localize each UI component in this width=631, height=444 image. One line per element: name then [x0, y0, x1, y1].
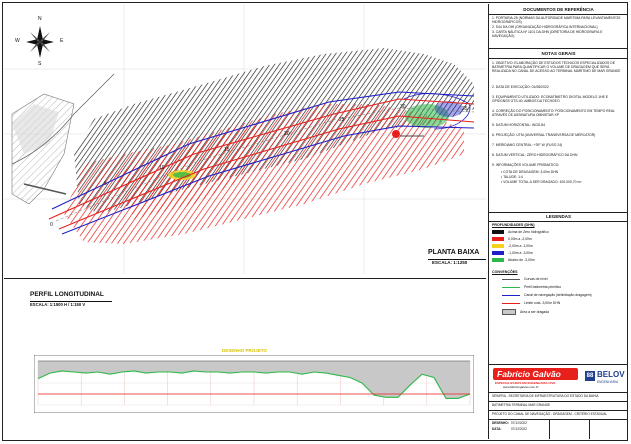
- legend-swatch: [492, 251, 504, 256]
- company-tagline: ESPECIALIZADOS EM ENGENHARIA CIVIL: [495, 381, 557, 385]
- station-label: 35: [462, 106, 468, 112]
- dredge-limit-line: [48, 98, 475, 220]
- depth-legend-item: 0,00m a -2,00m: [492, 237, 532, 242]
- station-label: 25: [339, 117, 345, 123]
- legend-label: 0,00m a -2,00m: [508, 237, 532, 241]
- drawing-value: 07/12/2022: [511, 421, 527, 425]
- belov-sub: ENGENHARIA: [597, 380, 619, 384]
- note-item: 5. DATUM HORIZONTAL: WGS-84: [492, 123, 545, 127]
- references-title: DOCUMENTOS DE REFERÊNCIA: [523, 7, 594, 12]
- notes-title: NOTAS GERAIS: [541, 51, 576, 56]
- profile-chart-title: DESENHO PROJETO: [222, 348, 267, 353]
- compass-north-label: N: [38, 16, 42, 22]
- station-label: 10: [159, 165, 165, 171]
- legend-label: -2,00m a -1,00m: [508, 244, 533, 248]
- title-row: PROJETO DO CANAL DE NAVEGAÇÃO - DRAGAGEM…: [492, 412, 608, 416]
- compass-west-label: W: [15, 38, 20, 44]
- note-item: 1. OBJETIVO: ELABORAÇÃO DE ESTUDOS TÉCNI…: [492, 61, 621, 73]
- depth-legend-item: -1,00m a -3,00m: [492, 251, 533, 256]
- legend-swatch: [502, 286, 520, 288]
- depth-legend: Acima de Zero hidrográfico 0,00m a -2,00m…: [492, 230, 626, 270]
- profile-title: PERFIL LONGITUDINAL: [30, 291, 104, 298]
- reference-item: 2. S44 DA OHI (ORGANIZAÇÃO HIDROGRÁFICA …: [492, 25, 598, 29]
- compass-rose-icon: [26, 26, 54, 58]
- legend-label: Perfil batimetria primitivo: [524, 285, 562, 289]
- plan-title-underline: [428, 259, 486, 260]
- belov-logo: 88 BELOV ENGENHARIA: [585, 370, 625, 384]
- note-item: 6. PROJEÇÃO: UTM (UNIVERSAL TRANSVERSA D…: [492, 133, 596, 137]
- legend-label: Área a ser dragada: [520, 309, 550, 314]
- section-divider: [4, 278, 486, 279]
- conventions-legend: Curvas de nível Perfil batimetria primiti…: [492, 277, 626, 327]
- note-item: 4. CORREÇÃO DO POSICIONAMENTO: POSICIONA…: [492, 109, 615, 117]
- right-panel: DOCUMENTOS DE REFERÊNCIA 1. PORTARIA-25 …: [488, 4, 628, 439]
- legend-swatch: [492, 237, 504, 242]
- note-item: 8. DATUM VERTICAL: ZERO HIDROGRÁFICO DA …: [492, 153, 578, 157]
- convention-legend-item: Canal de navegação (delimitação dragagem…: [502, 293, 592, 298]
- note-subitem: • TALUDE: 1:4: [501, 175, 523, 179]
- reference-item: 3. CARTA NÁUTICA Nº 1101 DA DHN (DIRETOR…: [492, 30, 603, 38]
- convention-legend-item: Perfil batimetria primitivo: [502, 285, 561, 290]
- profile-scale: ESCALA: 1:1500 H / 1:150 V: [30, 302, 86, 307]
- station-label: 0: [50, 222, 53, 228]
- convention-legend-item: Área a ser dragada: [502, 309, 550, 315]
- date-value: 07/12/2022: [511, 427, 527, 431]
- belov-name: BELOV: [597, 370, 625, 379]
- reference-item: 1. PORTARIA-25 (NORMAS DA AUTORIDADE MAR…: [492, 16, 621, 24]
- depth-legend-title: PROFUNDIDADES (DHN): [492, 223, 535, 227]
- date-label: DATA:: [492, 427, 502, 431]
- plan-title: PLANTA BAIXA: [428, 249, 480, 256]
- legend-label: Limite cota -3,00m DHN: [524, 301, 561, 305]
- depth-legend-item: -2,00m a -1,00m: [492, 244, 533, 249]
- legend-swatch: [492, 258, 504, 263]
- title-row: BATIMETRIA TERMINAL MAR GRANDE: [492, 403, 551, 407]
- station-label: 5: [104, 181, 107, 187]
- profile-chart: [34, 355, 474, 413]
- navigation-channel-line: [51, 91, 475, 210]
- drawing-label: DESENHO:: [492, 421, 509, 425]
- depth-legend-item: Acima de Zero hidrográfico: [492, 230, 549, 235]
- note-item: 7. MERIDIANO CENTRAL: +39° W (FUSO 24): [492, 143, 563, 147]
- note-item: 3. EQUIPAMENTO UTILIZADO: ECOBATÍMETRO D…: [492, 95, 609, 103]
- legend-swatch: [502, 278, 520, 280]
- legend-swatch: [502, 294, 520, 296]
- plan-view-map: 0 5 10 15 20 25 30 35: [4, 4, 486, 274]
- legend-title: LEGENDAS: [545, 214, 571, 219]
- legend-label: Acima de Zero hidrográfico: [508, 230, 549, 234]
- company-site: www.fabriciogalvao.com.br: [503, 385, 539, 389]
- legend-label: Canal de navegação (delimitação dragagem…: [524, 293, 592, 297]
- station-label: 30: [400, 104, 406, 110]
- convention-legend-item: Curvas de nível: [502, 277, 548, 282]
- station-label: 20: [284, 131, 290, 137]
- legend-swatch: [502, 309, 516, 315]
- note-subitem: • COTA DE DRAGAGEM: 3,00m DHN: [501, 170, 559, 174]
- plan-scale: ESCALA: 1:1250: [432, 260, 468, 265]
- profile-line: [37, 370, 471, 399]
- legend-swatch: [492, 230, 504, 235]
- legend-label: Abaixo de -3,00m: [508, 258, 535, 262]
- company-logo: Fabrício Galvão ESPECIALIZADOS EM ENGENH…: [493, 368, 583, 390]
- station-label: 15: [224, 147, 230, 153]
- note-item: 2. DATA DE EXECUÇÃO: 01/08/2022: [492, 85, 549, 89]
- company-name: Fabrício Galvão: [497, 369, 561, 379]
- profile-area: [38, 361, 470, 399]
- title-row: SEINFRA - SECRETARIA DE INFRAESTRUTURA D…: [492, 394, 599, 398]
- depth-legend-item: Abaixo de -3,00m: [492, 258, 535, 263]
- compass-east-label: E: [60, 38, 64, 44]
- convention-legend-item: Limite cota -3,00m DHN: [502, 301, 560, 306]
- note-subitem: • VOLUME TOTAL A SER DRAGADO: 100.000,70…: [501, 180, 582, 184]
- legend-swatch: [492, 244, 504, 249]
- legend-swatch: [502, 302, 520, 304]
- compass-south-label: S: [38, 61, 42, 67]
- profile-title-underline: [30, 301, 112, 302]
- conventions-title: CONVENÇÕES: [492, 270, 518, 274]
- legend-label: -1,00m a -3,00m: [508, 251, 533, 255]
- legend-label: Curvas de nível: [524, 277, 548, 281]
- note-item: 9. INFORMAÇÕES VOLUME PRISMÁTICO:: [492, 163, 560, 167]
